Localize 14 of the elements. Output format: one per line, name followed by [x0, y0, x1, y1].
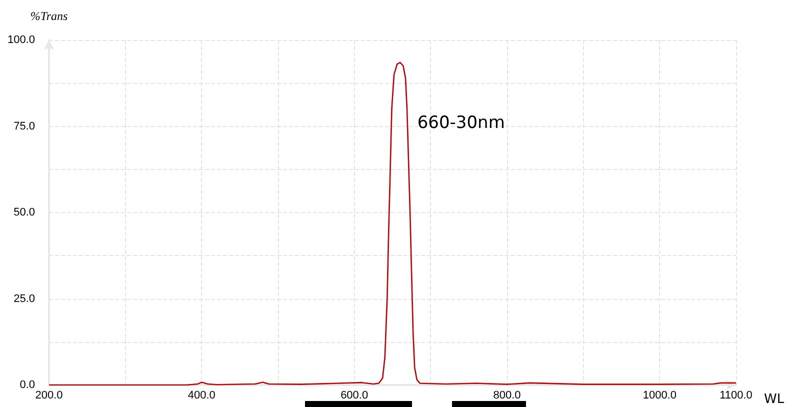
x-tick-label: 1100.0: [720, 390, 752, 402]
x-tick-label: 1000.0: [642, 390, 676, 402]
y-axis-title: %Trans: [30, 9, 68, 23]
y-tick-label: 0.0: [20, 379, 35, 391]
x-tick-label: 600.0: [340, 390, 368, 402]
y-tick-label: 75.0: [14, 120, 35, 132]
y-tick-label: 25.0: [14, 292, 35, 305]
y-tick-label: 50.0: [14, 206, 35, 218]
y-tick-label: 100.0: [7, 34, 35, 46]
annotation: 660-30nm: [417, 112, 505, 133]
x-tick-label: 800.0: [493, 390, 521, 402]
x-tick-label: 400.0: [188, 390, 216, 402]
x-axis-title: WL: [764, 392, 785, 407]
x-tick-label: 200.0: [35, 390, 63, 402]
